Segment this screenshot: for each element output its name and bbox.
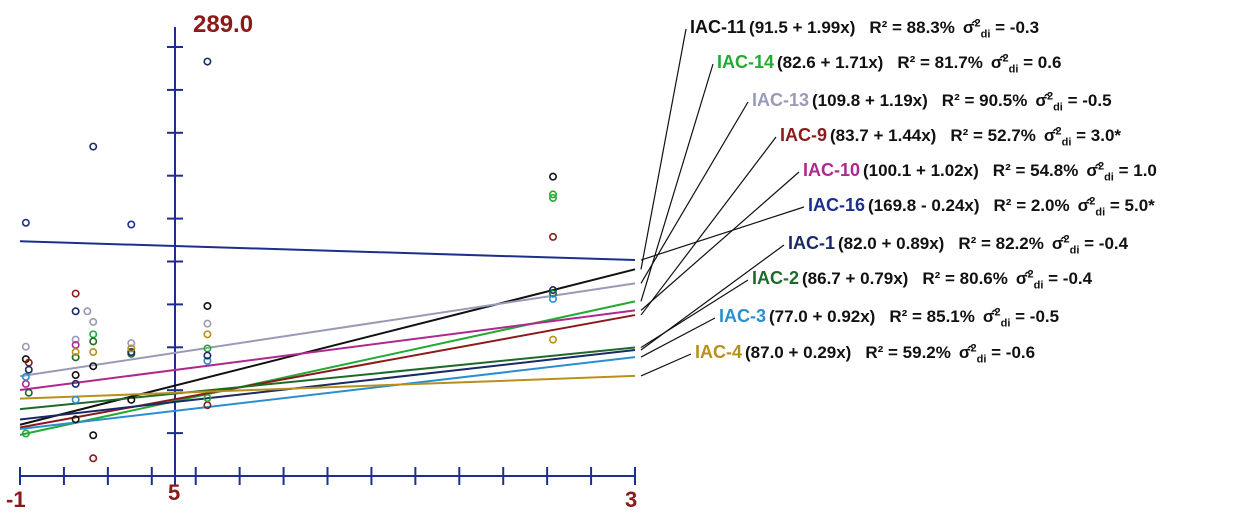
- data-point: [127, 220, 136, 229]
- data-point: [127, 339, 136, 348]
- fit-line-iac-13: [19, 282, 636, 378]
- data-point: [89, 362, 98, 371]
- data-point: [127, 344, 136, 353]
- axes: [19, 27, 636, 486]
- fit-line-iac-11: [19, 268, 636, 426]
- data-point: [548, 289, 557, 298]
- data-point: [89, 348, 98, 357]
- fit-line-iac-2: [19, 346, 636, 411]
- data-points: [21, 57, 557, 463]
- data-point: [89, 337, 98, 346]
- data-point: [548, 335, 557, 344]
- data-point: [203, 394, 212, 403]
- leader-line: [640, 136, 777, 316]
- data-point: [71, 353, 80, 362]
- fit-line-iac-4: [19, 374, 636, 400]
- data-point: [203, 301, 212, 310]
- fit-lines: [19, 240, 636, 436]
- leader-line: [640, 279, 749, 348]
- fit-line-iac-9: [19, 314, 636, 429]
- data-point: [24, 365, 33, 374]
- data-point: [89, 330, 98, 339]
- data-point: [71, 348, 80, 357]
- data-point: [71, 371, 80, 380]
- data-point: [548, 193, 557, 202]
- data-point: [21, 218, 30, 227]
- data-point: [127, 395, 136, 404]
- fit-line-iac-10: [19, 309, 636, 392]
- y-top-label: 289.0: [193, 11, 253, 38]
- data-point: [89, 317, 98, 326]
- data-point: [83, 307, 92, 316]
- data-point: [71, 379, 80, 388]
- data-point: [21, 379, 30, 388]
- fit-line-iac-16: [19, 240, 636, 262]
- data-point: [548, 294, 557, 303]
- leader-line: [640, 353, 692, 377]
- data-point: [89, 431, 98, 440]
- data-point: [127, 348, 136, 357]
- data-point: [89, 454, 98, 463]
- x-tick-label-right: 3: [625, 487, 637, 512]
- leader-line: [640, 28, 687, 270]
- leader-line: [640, 171, 800, 311]
- data-point: [203, 330, 212, 339]
- data-point: [89, 142, 98, 151]
- data-point: [548, 190, 557, 199]
- data-point: [203, 351, 212, 360]
- data-point: [71, 415, 80, 424]
- leader-lines: [640, 28, 805, 377]
- data-point: [203, 319, 212, 328]
- x-tick-label-mid: 5: [168, 480, 180, 505]
- leader-line: [640, 63, 714, 302]
- leader-line: [640, 317, 716, 358]
- fit-line-iac-3: [19, 356, 636, 430]
- data-point: [548, 232, 557, 241]
- data-point: [71, 395, 80, 404]
- data-point: [203, 57, 212, 66]
- data-point: [548, 286, 557, 295]
- fit-line-iac-1: [19, 348, 636, 421]
- leader-line: [640, 101, 749, 284]
- data-point: [203, 356, 212, 365]
- data-point: [21, 372, 30, 381]
- data-point: [24, 388, 33, 397]
- data-point: [71, 307, 80, 316]
- data-point: [71, 335, 80, 344]
- data-point: [548, 172, 557, 181]
- data-point: [71, 289, 80, 298]
- data-point: [21, 342, 30, 351]
- leader-line: [640, 206, 805, 261]
- x-tick-label-left: -1: [6, 487, 26, 512]
- data-point: [21, 429, 30, 438]
